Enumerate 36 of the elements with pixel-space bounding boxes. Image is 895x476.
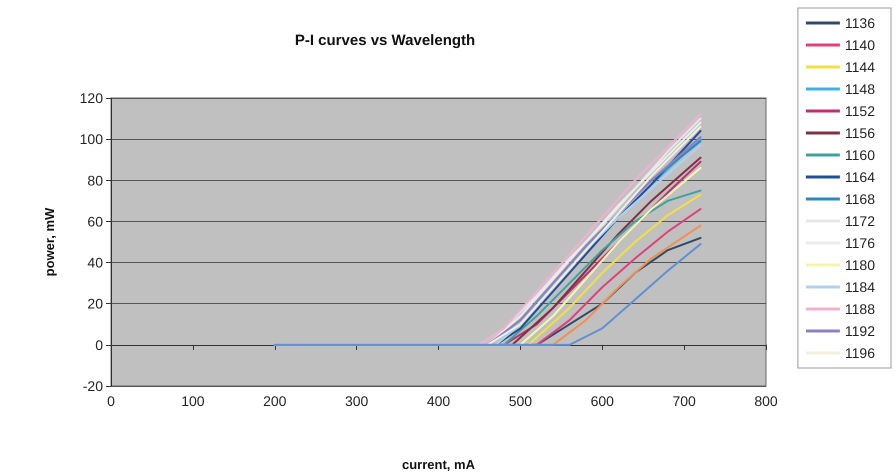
legend-label: 1180 — [844, 257, 876, 273]
y-tick-label: 100 — [80, 131, 104, 148]
legend-label: 1156 — [844, 125, 876, 141]
y-tick-label: 20 — [87, 296, 104, 312]
legend-label: 1172 — [844, 213, 876, 229]
x-tick-label: 100 — [181, 393, 205, 409]
y-tick-label: 80 — [87, 172, 104, 188]
legend-label: 1164 — [844, 169, 876, 185]
x-tick-label: 800 — [754, 393, 778, 409]
y-axis-title: power, mW — [42, 206, 57, 276]
legend-label: 1192 — [844, 323, 876, 339]
legend-label: 1188 — [844, 301, 876, 317]
legend-label: 1148 — [844, 81, 876, 97]
x-axis-title: current, mA — [402, 457, 476, 472]
y-tick-label: 60 — [87, 213, 104, 230]
legend-label: 1152 — [844, 103, 876, 119]
legend-label: 1196 — [844, 345, 876, 361]
legend-label: 1176 — [844, 235, 876, 251]
x-tick-label: 700 — [672, 393, 696, 409]
legend-label: 1168 — [844, 191, 876, 207]
legend-label: 1160 — [844, 147, 876, 163]
y-tick-label: 0 — [95, 336, 104, 353]
x-tick-label: 300 — [344, 393, 369, 409]
chart-title: P-I curves vs Wavelength — [294, 32, 476, 49]
legend-label: 1136 — [844, 15, 876, 31]
y-tick-label: -20 — [82, 378, 104, 394]
x-tick-label: 400 — [426, 393, 450, 409]
legend-label: 1184 — [844, 279, 876, 295]
y-tick-label: 120 — [80, 90, 104, 106]
x-tick-label: 600 — [590, 393, 614, 409]
x-tick-label: 200 — [263, 393, 287, 409]
y-tick-label: 40 — [87, 254, 104, 271]
x-tick-label: 0 — [107, 393, 116, 409]
x-tick-label: 500 — [508, 393, 532, 409]
legend-label: 1144 — [844, 59, 876, 75]
legend-label: 1140 — [844, 37, 876, 53]
